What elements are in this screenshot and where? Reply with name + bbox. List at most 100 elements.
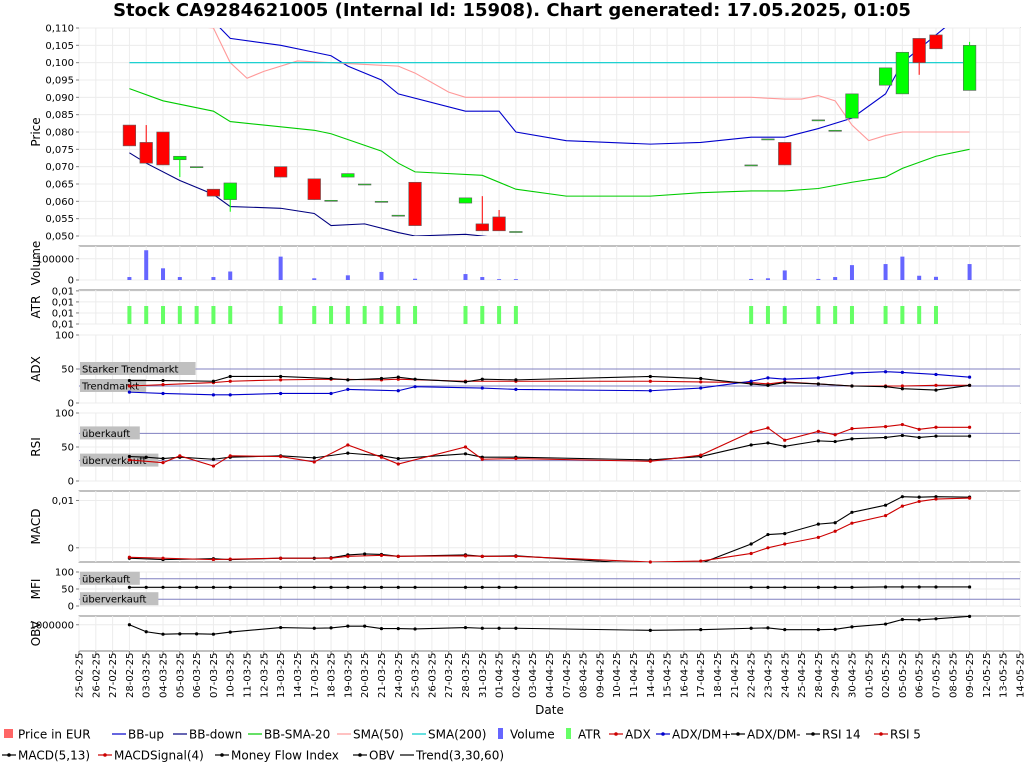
adx-series-adx-dm--point [480, 386, 484, 390]
adx-series-adx-dm--point [346, 378, 350, 382]
candle-body [492, 216, 506, 232]
rsi-series-rsi-5-point [883, 425, 888, 429]
legend-swatch-dot [811, 732, 815, 736]
legend-item: Price in EUR [4, 728, 91, 742]
x-tick-label: 21-03-25 [377, 653, 388, 698]
adx-series-adx-dm--point [900, 387, 904, 391]
rsi-panel: 0 50 100 RSI überkauft überverkauft [29, 409, 1021, 488]
price-ytick-label: 0,100 [45, 58, 74, 69]
mfi-series-point [279, 585, 283, 589]
atr-bar [749, 306, 754, 324]
x-tick-label: 26-03-25 [427, 653, 438, 698]
volume-bar [917, 275, 922, 280]
legend-swatch-dot [736, 732, 740, 736]
atr-bar [480, 306, 485, 324]
mfi-series-point [934, 585, 938, 589]
adx-trend-annotation-bg [80, 379, 146, 392]
macd-series-macd-5-13--point [917, 495, 921, 499]
volume-bar [177, 277, 182, 280]
macd-series-macdsignal-4--point [766, 546, 770, 550]
mfi-oversold-annotation: überverkauft [82, 595, 147, 606]
rsi-series-rsi-5-point [967, 425, 972, 429]
adx-series-adx-dm--point [480, 377, 484, 381]
price-ytick-label: 0,070 [45, 162, 74, 173]
x-tick-label: 03-04-25 [528, 653, 539, 698]
volume-bar [345, 275, 350, 280]
rsi-ytick-label: 100 [55, 409, 74, 420]
price-ytick-label: 0,095 [45, 76, 74, 87]
x-tick-label: 11-04-25 [629, 653, 640, 698]
legend-label: ATR [578, 728, 601, 742]
candle-body [274, 166, 288, 178]
adx-ytick-label: 100 [55, 331, 74, 342]
price-ytick-label: 0,065 [45, 180, 74, 191]
adx-series-adx-dm--point [883, 385, 888, 389]
atr-bar [278, 306, 283, 324]
rsi-series-rsi-14-point [816, 439, 820, 443]
x-tick-label: 19-03-25 [343, 653, 354, 698]
x-tick-label: 06-03-25 [192, 653, 203, 698]
adx-series-adx-dm--point [211, 393, 216, 397]
adx-series-adx-dm--point [228, 393, 232, 397]
rsi-series-rsi-14-point [396, 456, 400, 461]
x-tick-label: 15-04-25 [663, 653, 674, 698]
macd-series-macdsignal-4--point [279, 556, 283, 560]
x-axis-label: Date [535, 703, 564, 717]
adx-series-adx-dm--point [850, 371, 854, 375]
legend-label: Money Flow Index [231, 749, 339, 763]
adx-series-adx-dm--point [329, 376, 333, 381]
adx-series-adx-dm--point [934, 372, 938, 377]
adx-panel: 0 50 100 ADX Starker Trendmarkt Trendmarkt [29, 331, 1021, 410]
obv-series-point [329, 626, 333, 630]
macd-ytick-label: 0,01 [52, 496, 74, 507]
adx-series-adx-dm--point [279, 391, 283, 396]
obv-series-point [749, 626, 753, 630]
candle-body [509, 231, 523, 233]
rsi-ytick-label: 0 [68, 477, 74, 488]
rsi-series-rsi-14-point [211, 457, 216, 461]
atr-bar [144, 306, 149, 324]
legend-item: SMA(200) [412, 728, 486, 742]
volume-bar [480, 277, 485, 280]
adx-series-adx-point [699, 380, 703, 384]
legend-item: Money Flow Index [215, 749, 339, 763]
legend-label: RSI 14 [822, 728, 861, 742]
legend-label: Volume [510, 728, 555, 742]
obv-series-point [900, 617, 904, 622]
x-tick-label: 04-04-25 [545, 653, 556, 698]
rsi-series-rsi-5-point [850, 427, 854, 431]
macd-series-macd-5-13--point [833, 521, 837, 525]
legend-item: BB-up [112, 728, 164, 742]
rsi-series-rsi-5-point [833, 433, 837, 437]
adx-series-adx-dm--point [127, 378, 132, 383]
legend-item: ADX [609, 728, 651, 742]
volume-bar [782, 270, 787, 280]
x-tick-label: 22-04-25 [747, 653, 758, 698]
obv-series-point [967, 614, 972, 618]
adx-series-adx-dm--point [783, 381, 787, 385]
adx-series-adx-dm--point [463, 380, 468, 384]
rsi-series-rsi-5-point [900, 422, 904, 427]
legend-swatch-dot [220, 753, 224, 757]
mfi-overbought-annotation: überkauft [82, 574, 130, 585]
rsi-series-rsi-5-point [514, 456, 518, 461]
x-tick-label: 09-05-25 [965, 653, 976, 698]
atr-bar [782, 306, 787, 324]
volume-bar [312, 278, 317, 280]
legend-item: Trend(3,30,60) [400, 749, 504, 763]
chart-title: Stock CA9284621005 (Internal Id: 15908).… [113, 0, 911, 21]
legend-label: BB-down [189, 728, 242, 742]
candle-body [895, 51, 909, 95]
volume-ytick-label: 100000 [36, 254, 74, 265]
macd-series-macdsignal-4--point [648, 560, 652, 564]
x-tick-label: 20-03-25 [360, 653, 371, 698]
macd-series-macdsignal-4--point [816, 535, 820, 539]
candle-body [878, 67, 893, 86]
obv-series-point [850, 625, 854, 629]
adx-series-adx-dm--point [396, 389, 400, 393]
atr-bar [362, 306, 367, 324]
rsi-overbought-annotation: überkauft [82, 429, 130, 440]
atr-bar [228, 306, 233, 324]
legend-label: ADX [625, 728, 651, 742]
